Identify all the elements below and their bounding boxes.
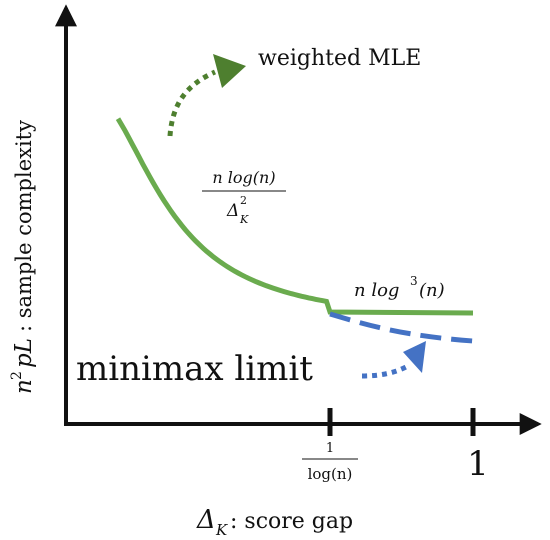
svg-text:3: 3 [410, 274, 418, 288]
svg-text:Δ: Δ [226, 201, 239, 221]
mle-arrowhead-icon [213, 54, 246, 88]
weighted-mle-curve [115, 117, 474, 316]
svg-text:Δ: Δ [196, 505, 216, 535]
tick-label-1: 1 [467, 444, 489, 484]
svg-text:2: 2 [240, 194, 247, 207]
svg-text:log(n): log(n) [308, 465, 353, 483]
svg-text:K: K [215, 521, 228, 539]
svg-text:: sample complexity: : sample complexity [12, 120, 36, 332]
svg-text:pL: pL [11, 338, 37, 368]
svg-text:n: n [11, 379, 37, 394]
svg-text:(n): (n) [419, 280, 445, 301]
minimax-arrowhead-icon [403, 341, 426, 373]
minimax-limit-curve [329, 311, 474, 344]
plateau-formula: n log 3 (n) [354, 274, 445, 301]
svg-text:1: 1 [326, 441, 334, 456]
svg-text:2: 2 [9, 371, 25, 380]
svg-text:n log: n log [354, 280, 399, 301]
minimax-dotted-arrow [361, 363, 410, 379]
svg-text:: score gap: : score gap [230, 509, 353, 534]
tick-label-1-over-log-n: 1 log(n) [302, 441, 358, 483]
mle-dotted-arrow [167, 69, 217, 137]
curve-formula: n log(n) Δ 2 K [202, 168, 286, 226]
x-axis-label: Δ K : score gap [196, 505, 353, 539]
mle-label: weighted MLE [258, 46, 421, 71]
svg-text:n log(n): n log(n) [212, 168, 275, 187]
y-axis-label: n 2 pL : sample complexity [9, 120, 37, 394]
svg-text:K: K [239, 213, 249, 226]
minimax-label: minimax limit [76, 349, 313, 389]
